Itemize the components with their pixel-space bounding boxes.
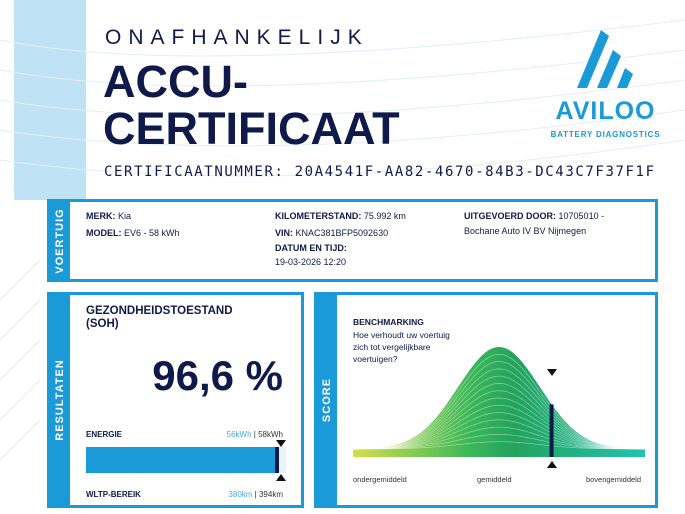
section-label: SCORE: [321, 377, 333, 423]
value: EV6 - 58 kWh: [124, 228, 180, 238]
benchmark-heading: BENCHMARKING: [353, 317, 424, 327]
energy-label: ENERGIE: [86, 430, 123, 439]
results-section-tab: RESULTATEN: [50, 295, 70, 505]
benchmark-curve: [353, 347, 645, 457]
range-nominal: 394km: [258, 490, 283, 499]
model-field: MODEL: EV6 - 58 kWh: [86, 228, 180, 238]
bell-contour-line: [353, 353, 645, 450]
score-marker: [549, 404, 554, 457]
bell-contour-line: [353, 375, 645, 450]
soh-bar-fill: [86, 447, 280, 473]
bell-contour-line: [353, 441, 645, 450]
certificate-value: 20A4541F-AA82-4670-84B3-DC43C7F37F1F: [294, 164, 656, 180]
section-label: RESULTATEN: [54, 359, 66, 441]
separator: |: [253, 430, 256, 439]
logo-mark-icon: [576, 30, 633, 88]
results-panel: RESULTATEN GEZONDHEIDSTOESTAND (SOH) 96,6…: [47, 292, 304, 508]
benchmark-question: Hoe verhoudt uw voertuig zich tot vergel…: [353, 330, 450, 364]
bell-contour-line: [353, 412, 645, 450]
bell-contour-line: [353, 426, 645, 450]
aviloo-logo: AVILOO BATTERY DIAGNOSTICS: [548, 28, 663, 139]
label: VIN:: [275, 228, 293, 238]
certificate-label: CERTIFICAATNUMMER:: [104, 164, 285, 180]
value: 10705010 -: [558, 211, 605, 221]
label: MERK:: [86, 211, 116, 221]
axis-high-label: bovengemiddeld: [585, 475, 641, 484]
vehicle-panel: VOERTUIG MERK: Kia MODEL: EV6 - 58 kWh K…: [47, 199, 658, 282]
bell-contour-line: [353, 361, 645, 450]
bell-contour-line: [353, 397, 645, 450]
range-values: 380km | 394km: [228, 490, 283, 499]
triangle-down-icon: [546, 369, 557, 376]
axis-mid-label: gemiddeld: [477, 475, 512, 484]
label: DATUM EN TIJD:: [275, 243, 347, 253]
section-label: VOERTUIG: [54, 207, 66, 274]
vin-field: VIN: KNAC381BFP5092630: [275, 228, 388, 238]
title-line-2: CERTIFICAAT: [103, 103, 400, 154]
performed-by-field: UITGEVOERD DOOR: 10705010 -: [464, 211, 604, 221]
triangle-up-icon: [546, 461, 557, 468]
label: UITGEVOERD DOOR:: [464, 211, 557, 221]
value: 75.992 km: [363, 211, 406, 221]
bell-contour-line: [353, 434, 645, 450]
soh-value: 96,6 %: [152, 352, 283, 399]
label: MODEL:: [86, 228, 122, 238]
score-panel: SCORE BENCHMARKING Hoe verhoudt uw voert…: [314, 292, 658, 508]
range-current: 380km: [228, 490, 253, 499]
energy-current: 56kWh: [226, 430, 252, 439]
separator: |: [254, 490, 257, 499]
heading-line-2: (SOH): [86, 318, 119, 330]
value: KNAC381BFP5092630: [295, 228, 389, 238]
soh-bar-marker: [275, 447, 280, 473]
logo-word: AVILOO: [555, 97, 656, 125]
certificate-number: CERTIFICAATNUMMER: 20A4541F-AA82-4670-84…: [104, 164, 656, 180]
performed-by-line2: Bochane Auto IV BV Nijmegen: [464, 226, 587, 236]
logo-tagline: BATTERY DIAGNOSTICS: [550, 130, 661, 139]
page-title: ACCU- CERTIFICAAT: [103, 58, 400, 152]
vehicle-section-tab: VOERTUIG: [50, 202, 70, 279]
energy-nominal: 58kWh: [258, 430, 283, 439]
triangle-down-icon: [276, 440, 286, 447]
heading-line-1: GEZONDHEIDSTOESTAND: [86, 305, 233, 317]
soh-bar: [86, 447, 286, 473]
bell-contour-line: [353, 383, 645, 450]
triangle-up-icon: [276, 474, 286, 481]
bell-area: [353, 347, 645, 457]
range-label: WLTP-BEREIK: [86, 490, 141, 499]
soh-heading: GEZONDHEIDSTOESTAND (SOH): [86, 305, 233, 331]
score-section-tab: SCORE: [317, 295, 337, 505]
bell-contour-line: [353, 419, 645, 450]
datetime-label: DATUM EN TIJD:: [275, 243, 347, 253]
kicker: ONAFHANKELIJK: [105, 26, 369, 49]
mileage-field: KILOMETERSTAND: 75.992 km: [275, 211, 406, 221]
label: KILOMETERSTAND:: [275, 211, 362, 221]
title-line-1: ACCU-: [103, 56, 248, 107]
bell-contour-line: [353, 368, 645, 450]
datetime-value: 19-03-2026 12:20: [275, 257, 347, 267]
axis-low-label: ondergemiddeld: [353, 475, 407, 484]
value: Kia: [118, 211, 132, 221]
energy-values: 56kWh | 58kWh: [227, 430, 283, 439]
brand-field: MERK: Kia: [86, 211, 131, 221]
bell-contour-line: [353, 390, 645, 450]
bell-contour-line: [353, 404, 645, 450]
